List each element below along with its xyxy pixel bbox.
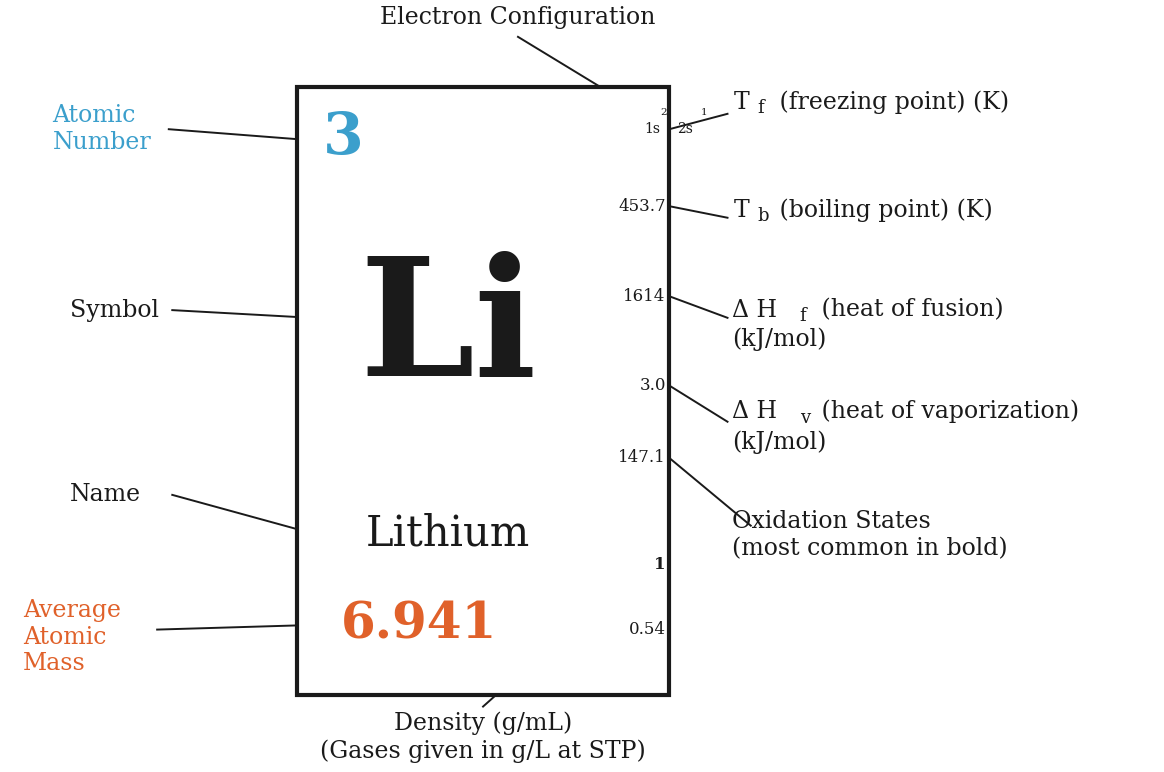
Text: (kJ/mol): (kJ/mol) [732,327,826,351]
Text: Average
Atomic
Mass: Average Atomic Mass [23,599,121,676]
Text: f: f [800,307,807,325]
Text: 2s: 2s [677,122,694,136]
Text: (heat of vaporization): (heat of vaporization) [814,400,1079,424]
Text: v: v [800,409,810,427]
Text: Electron Configuration: Electron Configuration [381,6,655,29]
Text: 0.54: 0.54 [629,621,666,638]
Text: T: T [733,198,750,222]
Text: 6.941: 6.941 [341,601,497,649]
Text: (Gases given in g/L at STP): (Gases given in g/L at STP) [320,740,646,764]
Text: 2: 2 [660,108,667,117]
Text: Δ H: Δ H [732,299,778,322]
Text: 3: 3 [322,110,363,166]
Text: 147.1: 147.1 [618,449,666,466]
Text: (most common in bold): (most common in bold) [732,537,1008,560]
Text: 1: 1 [701,108,708,117]
Text: Symbol: Symbol [70,299,158,322]
Text: Name: Name [70,483,141,506]
Text: 453.7: 453.7 [618,198,666,215]
Text: Oxidation States: Oxidation States [732,510,931,533]
Text: b: b [758,207,769,225]
Text: (heat of fusion): (heat of fusion) [814,299,1003,322]
Text: Density (g/mL): Density (g/mL) [393,712,573,736]
Text: Atomic
Number: Atomic Number [52,104,151,154]
Text: Lithium: Lithium [365,513,531,555]
Text: 1s: 1s [644,122,660,136]
Text: 1614: 1614 [624,288,666,305]
Text: (kJ/mol): (kJ/mol) [732,431,826,454]
Text: 3.0: 3.0 [639,377,666,394]
Bar [297,87,669,695]
Text: T: T [733,91,750,113]
Text: f: f [758,100,765,117]
Text: (freezing point) (K): (freezing point) (K) [772,90,1009,114]
Text: Δ H: Δ H [732,400,778,423]
Text: (boiling point) (K): (boiling point) (K) [772,198,993,222]
Text: Li: Li [360,251,537,410]
Text: 1: 1 [654,556,666,573]
